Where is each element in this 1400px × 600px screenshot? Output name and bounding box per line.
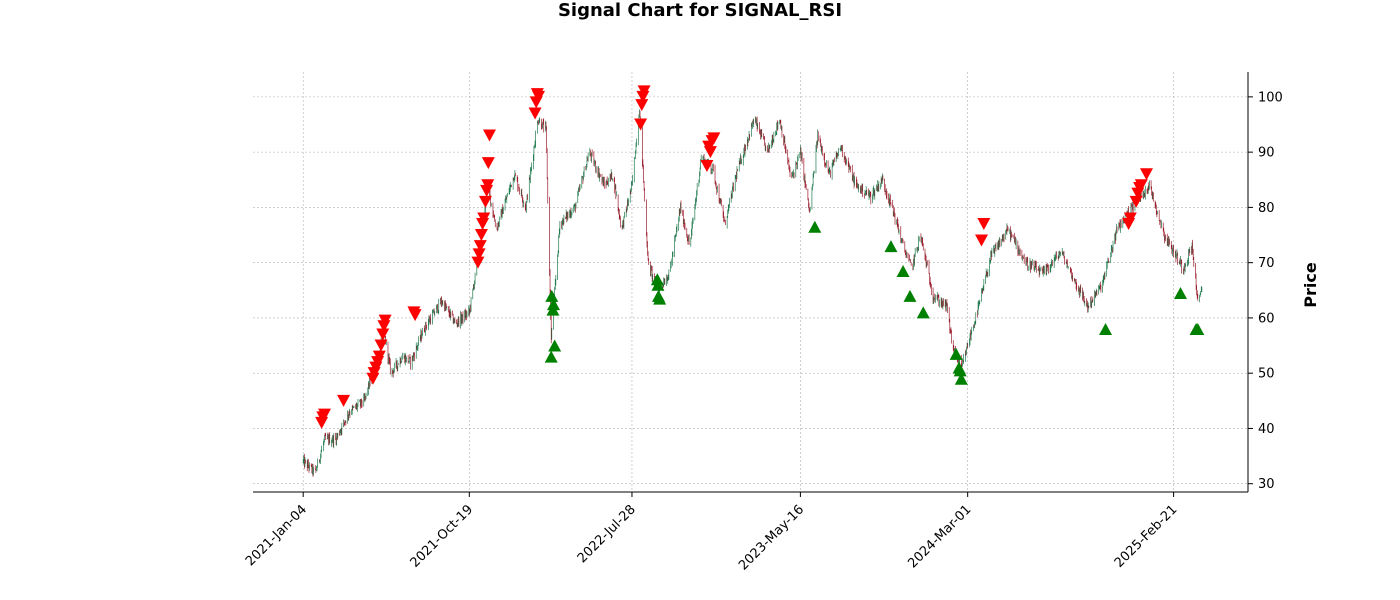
sell-signal-marker [376,328,390,341]
buy-signal-marker [954,372,968,385]
axis-spines [253,72,1249,493]
sell-signal-marker [1129,195,1143,208]
x-tick-label: 2025-Feb-21 [1112,502,1181,571]
y-tick-label: 30 [1258,477,1275,492]
sell-signal-marker [1123,212,1137,225]
grid-lines [253,72,1248,492]
buy-signal-marker [1174,287,1188,300]
sell-signal-marker [477,212,491,225]
y-tick-label: 80 [1258,201,1275,216]
y-axis-ticks: 30 40 50 60 70 80 90 100 [1248,90,1283,492]
x-tick-label: 2021-Oct-19 [408,502,476,570]
buy-signal-marker [548,339,562,352]
chart-title: Signal Chart for SIGNAL_RSI [557,0,843,21]
x-tick-label: 2024-Mar-01 [905,502,974,571]
y-tick-label: 60 [1258,311,1275,326]
sell-signal-marker [480,184,494,197]
sell-signal-marker [703,146,717,159]
buy-signal-marker [903,289,917,302]
buy-signal-marker [1099,322,1113,335]
buy-signal-markers [544,220,1205,385]
sell-signal-marker [975,234,989,247]
x-tick-label: 2023-May-16 [736,502,807,573]
sell-signal-markers [315,85,1153,429]
sell-signal-marker [408,309,422,322]
sell-signal-marker [635,99,649,112]
buy-signal-marker [1191,322,1205,335]
sell-signal-marker [374,339,388,352]
sell-signal-marker [634,118,648,131]
sell-signal-marker [1134,179,1148,192]
candlestick-series [302,109,1203,477]
buy-signal-marker [949,347,963,360]
buy-signal-marker [953,364,967,377]
y-axis-title: Price [1301,262,1320,308]
x-tick-label: 2021-Jan-04 [243,502,310,569]
sell-signal-marker [637,85,651,98]
buy-signal-marker [808,220,822,233]
sell-signal-marker [337,394,351,407]
sell-signal-marker [378,314,392,327]
buy-signal-marker [651,278,665,291]
buy-signal-marker [896,264,910,277]
y-tick-label: 40 [1258,422,1275,437]
sell-signal-marker [481,179,495,192]
sell-signal-marker [473,240,487,253]
buy-signal-marker [650,273,664,286]
buy-signal-marker [916,306,930,319]
buy-signal-marker [547,298,561,311]
sell-signal-marker [474,229,488,242]
sell-signal-marker [471,256,485,269]
sell-signal-marker [472,248,486,261]
y-tick-label: 50 [1258,367,1275,382]
buy-signal-marker [544,350,558,363]
sell-signal-marker [977,217,991,230]
buy-signal-marker [545,289,559,302]
y-tick-label: 90 [1258,146,1275,161]
sell-signal-marker [366,372,380,385]
buy-signal-marker [653,292,667,305]
sell-signal-marker [707,132,721,145]
sell-signal-marker [532,90,546,103]
sell-signal-marker [318,408,332,421]
y-tick-label: 100 [1258,90,1283,105]
sell-signal-marker [636,90,650,103]
x-axis-ticks: 2021-Jan-04 2021-Oct-19 2022-Jul-28 2023-Ma… [243,492,1180,573]
x-tick-label: 2022-Jul-28 [575,502,639,566]
sell-signal-marker [478,195,492,208]
sell-signal-marker [1139,168,1153,181]
sell-signal-marker [700,159,714,172]
sell-signal-marker [372,350,386,363]
sell-signal-marker [481,157,495,170]
sell-signal-marker [377,320,391,333]
buy-signal-marker [884,240,898,253]
sell-signal-marker [482,129,496,142]
sell-signal-marker [476,217,490,230]
sell-signal-marker [528,107,542,120]
y-tick-label: 70 [1258,256,1275,271]
